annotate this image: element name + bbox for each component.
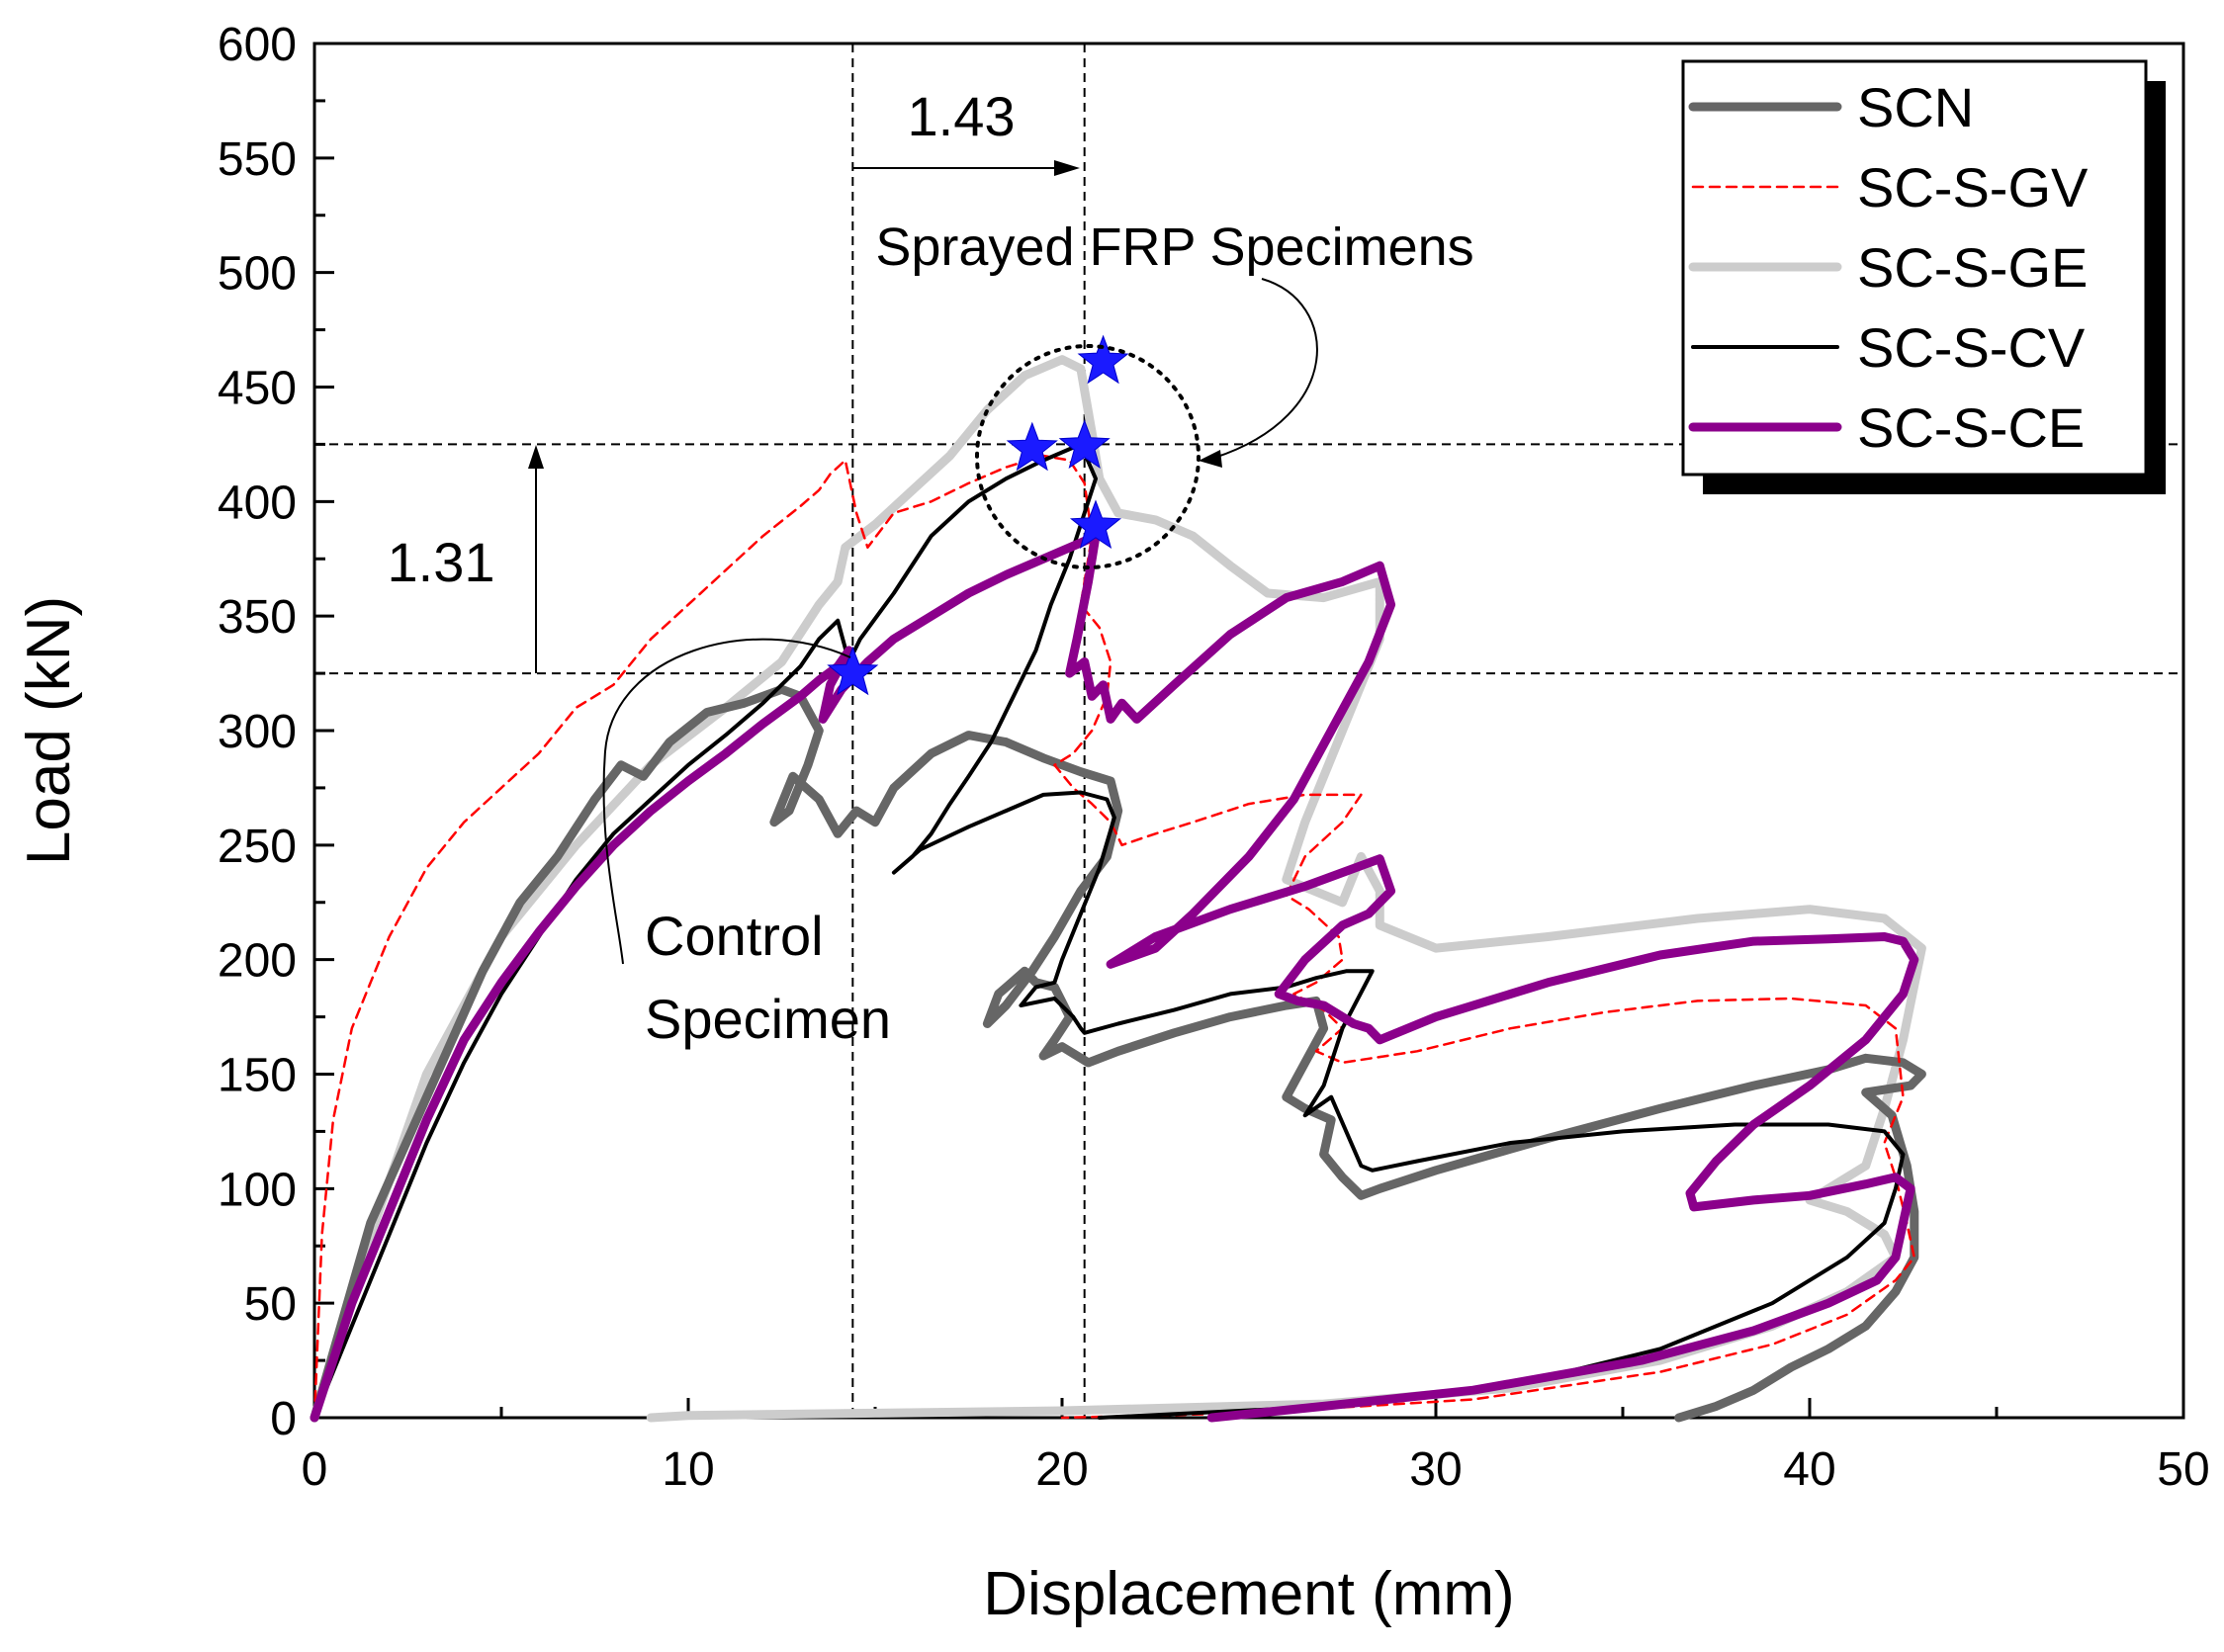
control-label-line1: Control — [645, 905, 824, 967]
y-tick-label: 550 — [218, 133, 297, 186]
y-tick-label: 150 — [218, 1050, 297, 1102]
peak-star-marker — [827, 646, 879, 696]
legend-label-sc-s-cv: SC-S-CV — [1857, 316, 2086, 379]
peak-star-marker — [1077, 334, 1129, 385]
x-axis-label: Displacement (mm) — [983, 1560, 1514, 1628]
y-tick-label: 450 — [218, 363, 297, 415]
x-tick-label: 10 — [662, 1443, 714, 1496]
y-tick-label: 350 — [218, 591, 297, 644]
x-tick-label: 40 — [1783, 1443, 1835, 1496]
ratio-y-arrowhead — [528, 445, 544, 469]
annotation-sprayed: Sprayed FRP Specimens — [875, 217, 1474, 569]
y-tick-label: 250 — [218, 821, 297, 873]
sprayed-pointer-curve — [1213, 278, 1318, 459]
y-tick-label: 100 — [218, 1164, 297, 1216]
legend-label-sc-s-gv: SC-S-GV — [1857, 156, 2089, 218]
legend-label-sc-s-ge: SC-S-GE — [1857, 236, 2088, 299]
sprayed-label: Sprayed FRP Specimens — [875, 217, 1473, 277]
x-axis-ticks: 0 10 20 30 40 50 — [302, 1398, 2210, 1496]
x-tick-label: 0 — [302, 1443, 328, 1496]
x-tick-label: 30 — [1409, 1443, 1462, 1496]
y-tick-label: 0 — [270, 1393, 297, 1445]
annotation-ratio-x: 1.43 — [852, 85, 1080, 176]
peak-markers — [827, 334, 1129, 696]
y-tick-label: 400 — [218, 477, 297, 529]
y-tick-label: 600 — [218, 19, 297, 71]
ratio-x-arrowhead — [1054, 160, 1080, 176]
series-layer — [310, 355, 1926, 1423]
annotation-control: Control Specimen — [602, 638, 891, 1050]
y-tick-label: 300 — [218, 706, 297, 758]
ratio-y-label: 1.31 — [388, 531, 495, 593]
series-line-sc-s-cv — [312, 442, 1906, 1420]
y-axis-ticks: 0 50 100 150 200 250 300 350 400 450 500 550 600 — [218, 19, 334, 1445]
series-line-sc-s-ge — [310, 355, 1926, 1423]
peak-star-marker — [1058, 419, 1111, 469]
y-tick-label: 50 — [244, 1278, 297, 1331]
ratio-x-label: 1.43 — [908, 85, 1016, 147]
series-line-sc-s-gv — [312, 454, 1916, 1420]
y-axis-label: Load (kN) — [15, 596, 83, 865]
peak-star-marker — [1069, 499, 1122, 550]
x-tick-label: 20 — [1035, 1443, 1088, 1496]
series-line-sc-s-ce — [310, 531, 1919, 1423]
y-tick-label: 200 — [218, 935, 297, 988]
y-tick-label: 500 — [218, 248, 297, 301]
sprayed-pointer-arrowhead — [1199, 450, 1222, 468]
series-line-scn — [310, 684, 1926, 1423]
x-tick-label: 50 — [2157, 1443, 2209, 1496]
peak-star-marker — [1006, 421, 1058, 472]
control-label-line2: Specimen — [645, 988, 891, 1050]
sprayed-highlight-circle — [975, 344, 1201, 569]
legend: SCN SC-S-GV SC-S-GE SC-S-CV SC-S-CE — [1681, 59, 2166, 494]
legend-label-scn: SCN — [1857, 76, 1974, 138]
control-pointer-curve — [602, 638, 851, 965]
annotation-ratio-y: 1.31 — [388, 445, 544, 673]
legend-label-sc-s-ce: SC-S-CE — [1857, 396, 2085, 459]
legend-items: SCN SC-S-GV SC-S-GE SC-S-CV SC-S-CE — [1688, 76, 2089, 459]
